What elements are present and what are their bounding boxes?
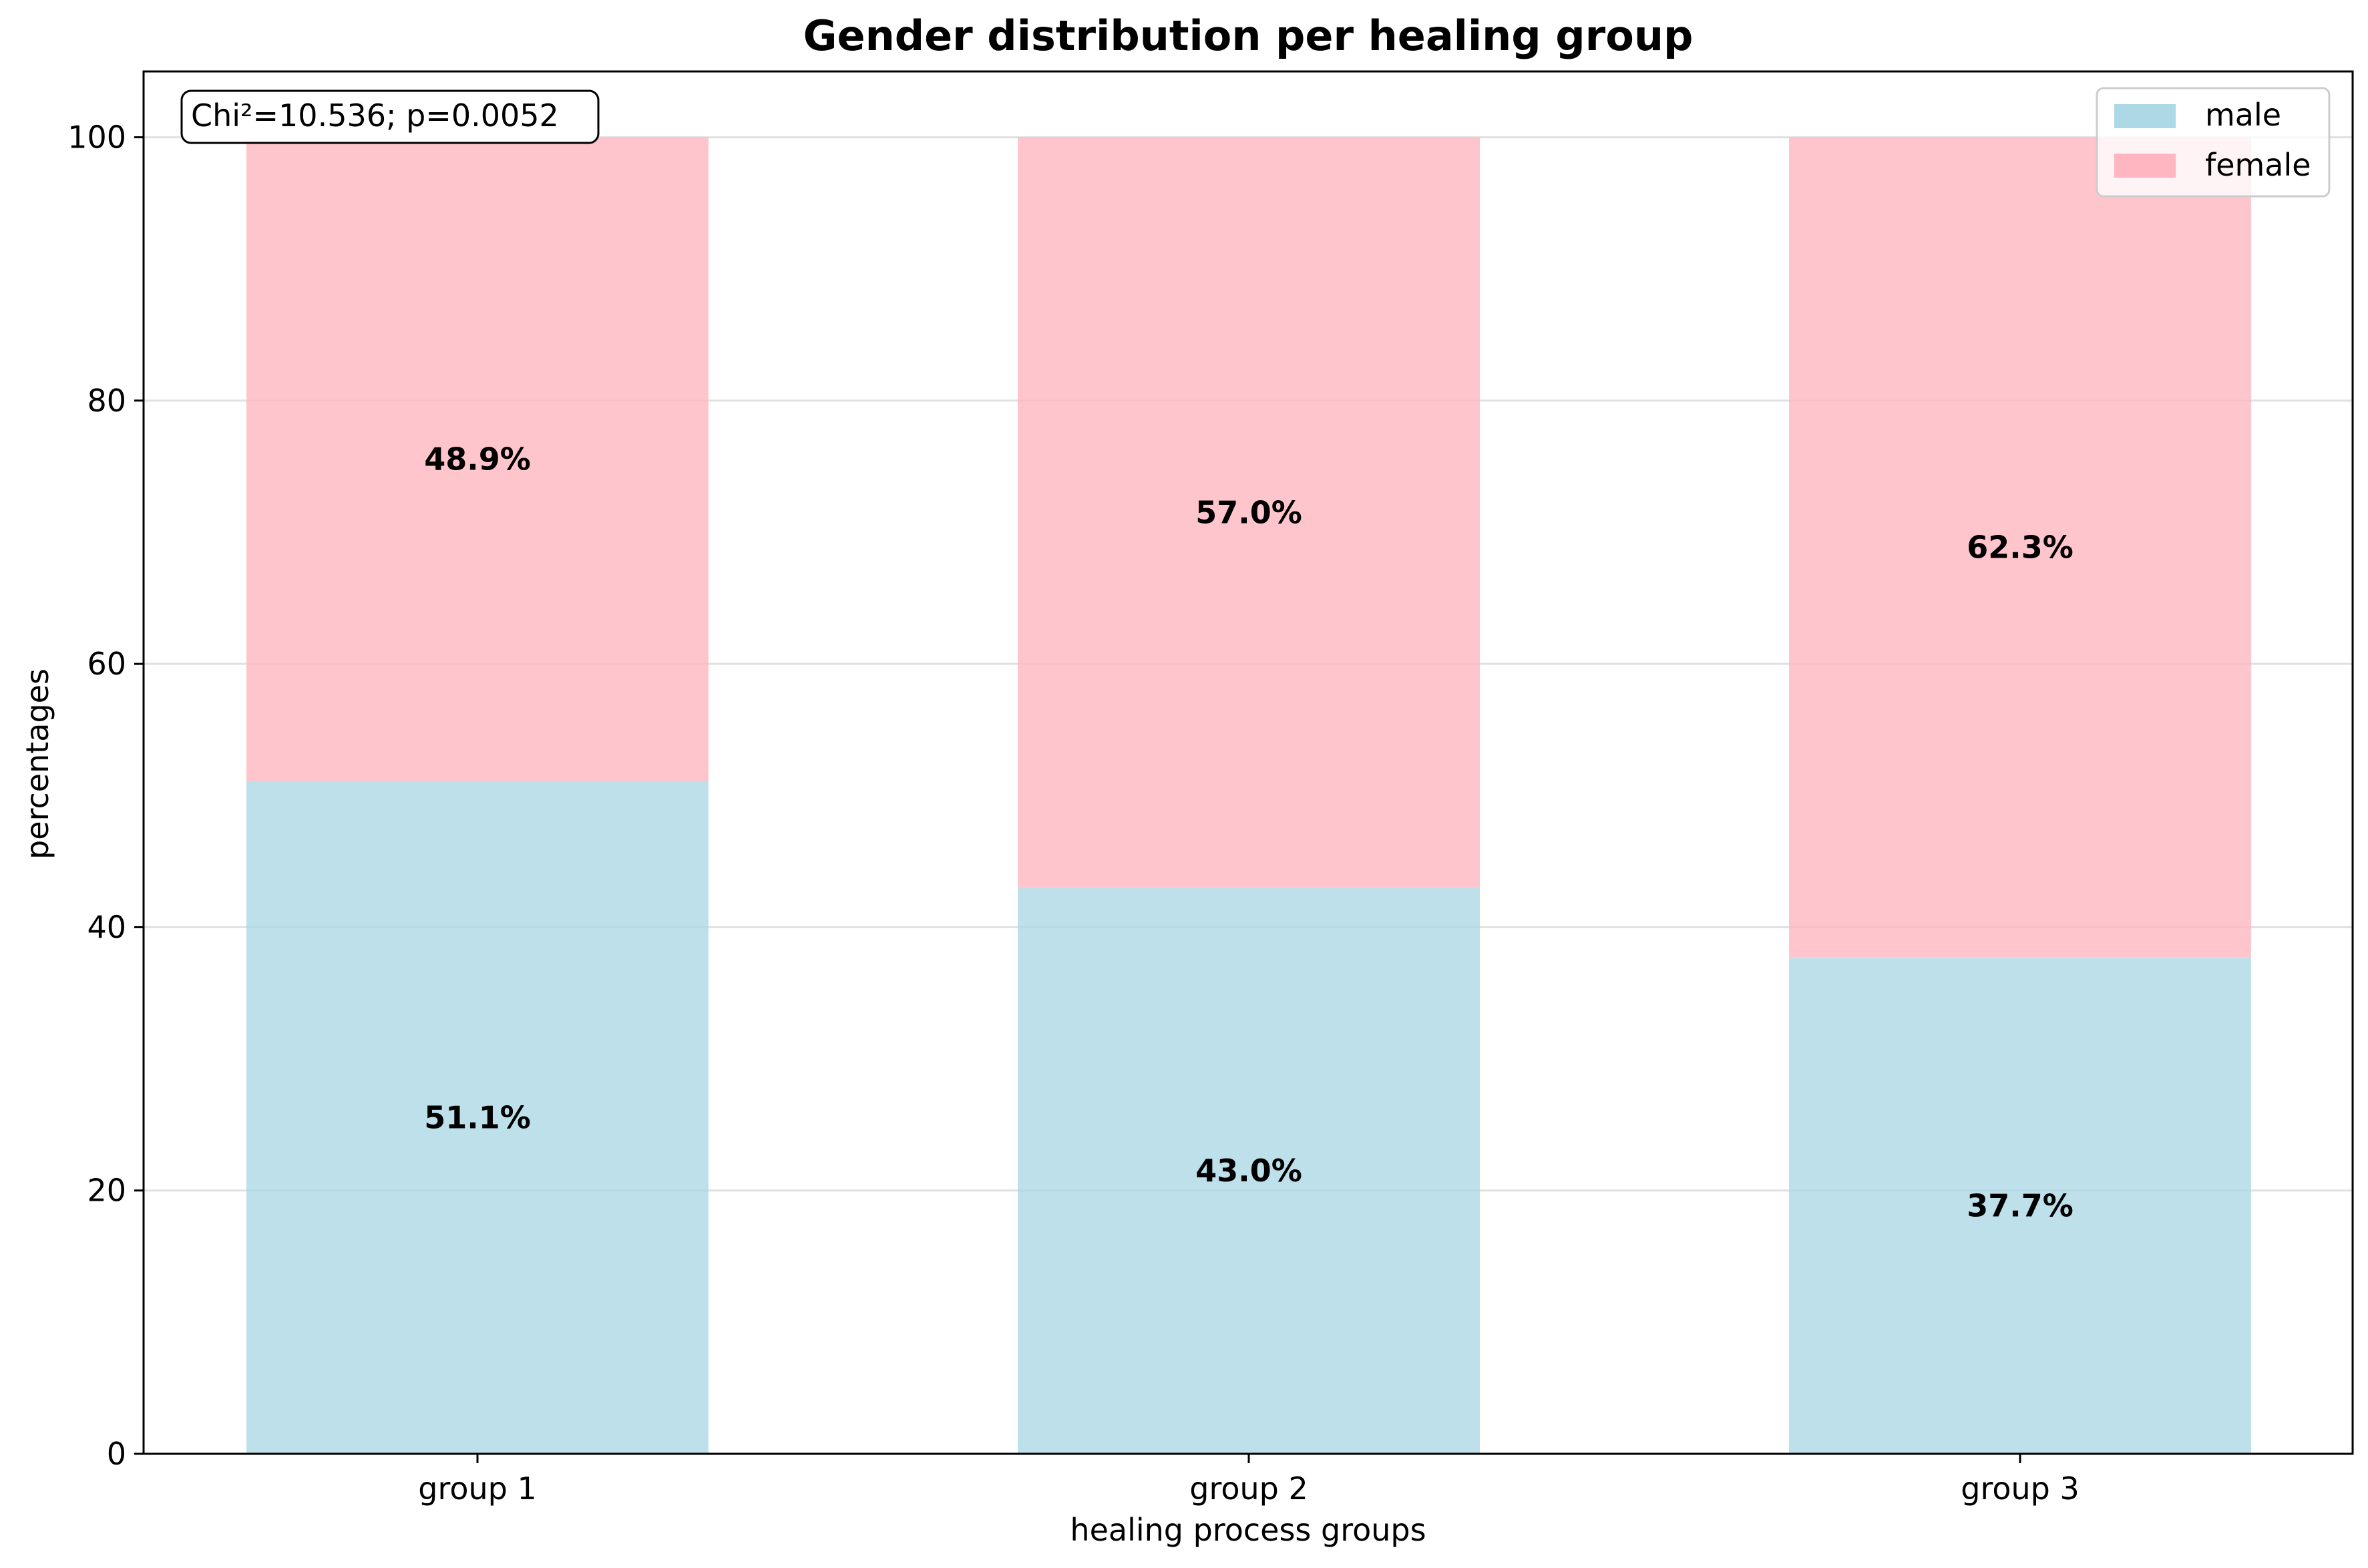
x-axis-label: healing process groups xyxy=(1070,1512,1426,1548)
bars xyxy=(246,137,2251,1454)
bar-female-2 xyxy=(1018,137,1480,888)
chart-title: Gender distribution per healing group xyxy=(803,11,1694,60)
bar-label-male-3: 37.7% xyxy=(1967,1187,2074,1223)
axes: 0 20 40 60 80 100 group 1 group 2 group 3 xyxy=(67,120,2080,1507)
y-tick-label: 20 xyxy=(87,1173,126,1209)
bar-female-3 xyxy=(1789,137,2251,958)
y-tick-label: 100 xyxy=(67,120,126,156)
bar-label-female-3: 62.3% xyxy=(1967,530,2074,566)
stats-annotation-box xyxy=(180,89,600,144)
legend: male female xyxy=(2096,87,2331,198)
y-axis-label: percentages xyxy=(19,668,55,859)
legend-label-male: male xyxy=(2205,97,2281,133)
bar-male-1 xyxy=(246,781,709,1454)
y-tick-label: 80 xyxy=(87,383,126,419)
legend-swatch-female xyxy=(2114,154,2176,178)
stats-annotation: Chi²=10.536; p=0.0052 xyxy=(180,89,600,144)
bar-female-1 xyxy=(246,137,709,781)
x-tick-label: group 2 xyxy=(1189,1471,1308,1507)
legend-label-female: female xyxy=(2205,147,2311,183)
y-tick-label: 0 xyxy=(107,1436,126,1472)
bar-label-female-2: 57.0% xyxy=(1195,494,1302,530)
y-tick-label: 60 xyxy=(87,646,126,682)
bar-male-2 xyxy=(1018,888,1480,1454)
stats-annotation-text: Chi²=10.536; p=0.0052 xyxy=(191,97,559,134)
x-tick-label: group 1 xyxy=(418,1471,537,1507)
bar-labels: 51.1% 48.9% 43.0% 57.0% 37.7% 62.3% xyxy=(424,441,2074,1224)
legend-swatch-male xyxy=(2114,104,2176,128)
y-tick-label: 40 xyxy=(87,909,126,945)
bar-label-female-1: 48.9% xyxy=(424,441,531,477)
bar-male-3 xyxy=(1789,957,2251,1454)
bar-label-male-2: 43.0% xyxy=(1195,1153,1302,1189)
bar-label-male-1: 51.1% xyxy=(424,1099,531,1135)
x-tick-label: group 3 xyxy=(1961,1471,2080,1507)
